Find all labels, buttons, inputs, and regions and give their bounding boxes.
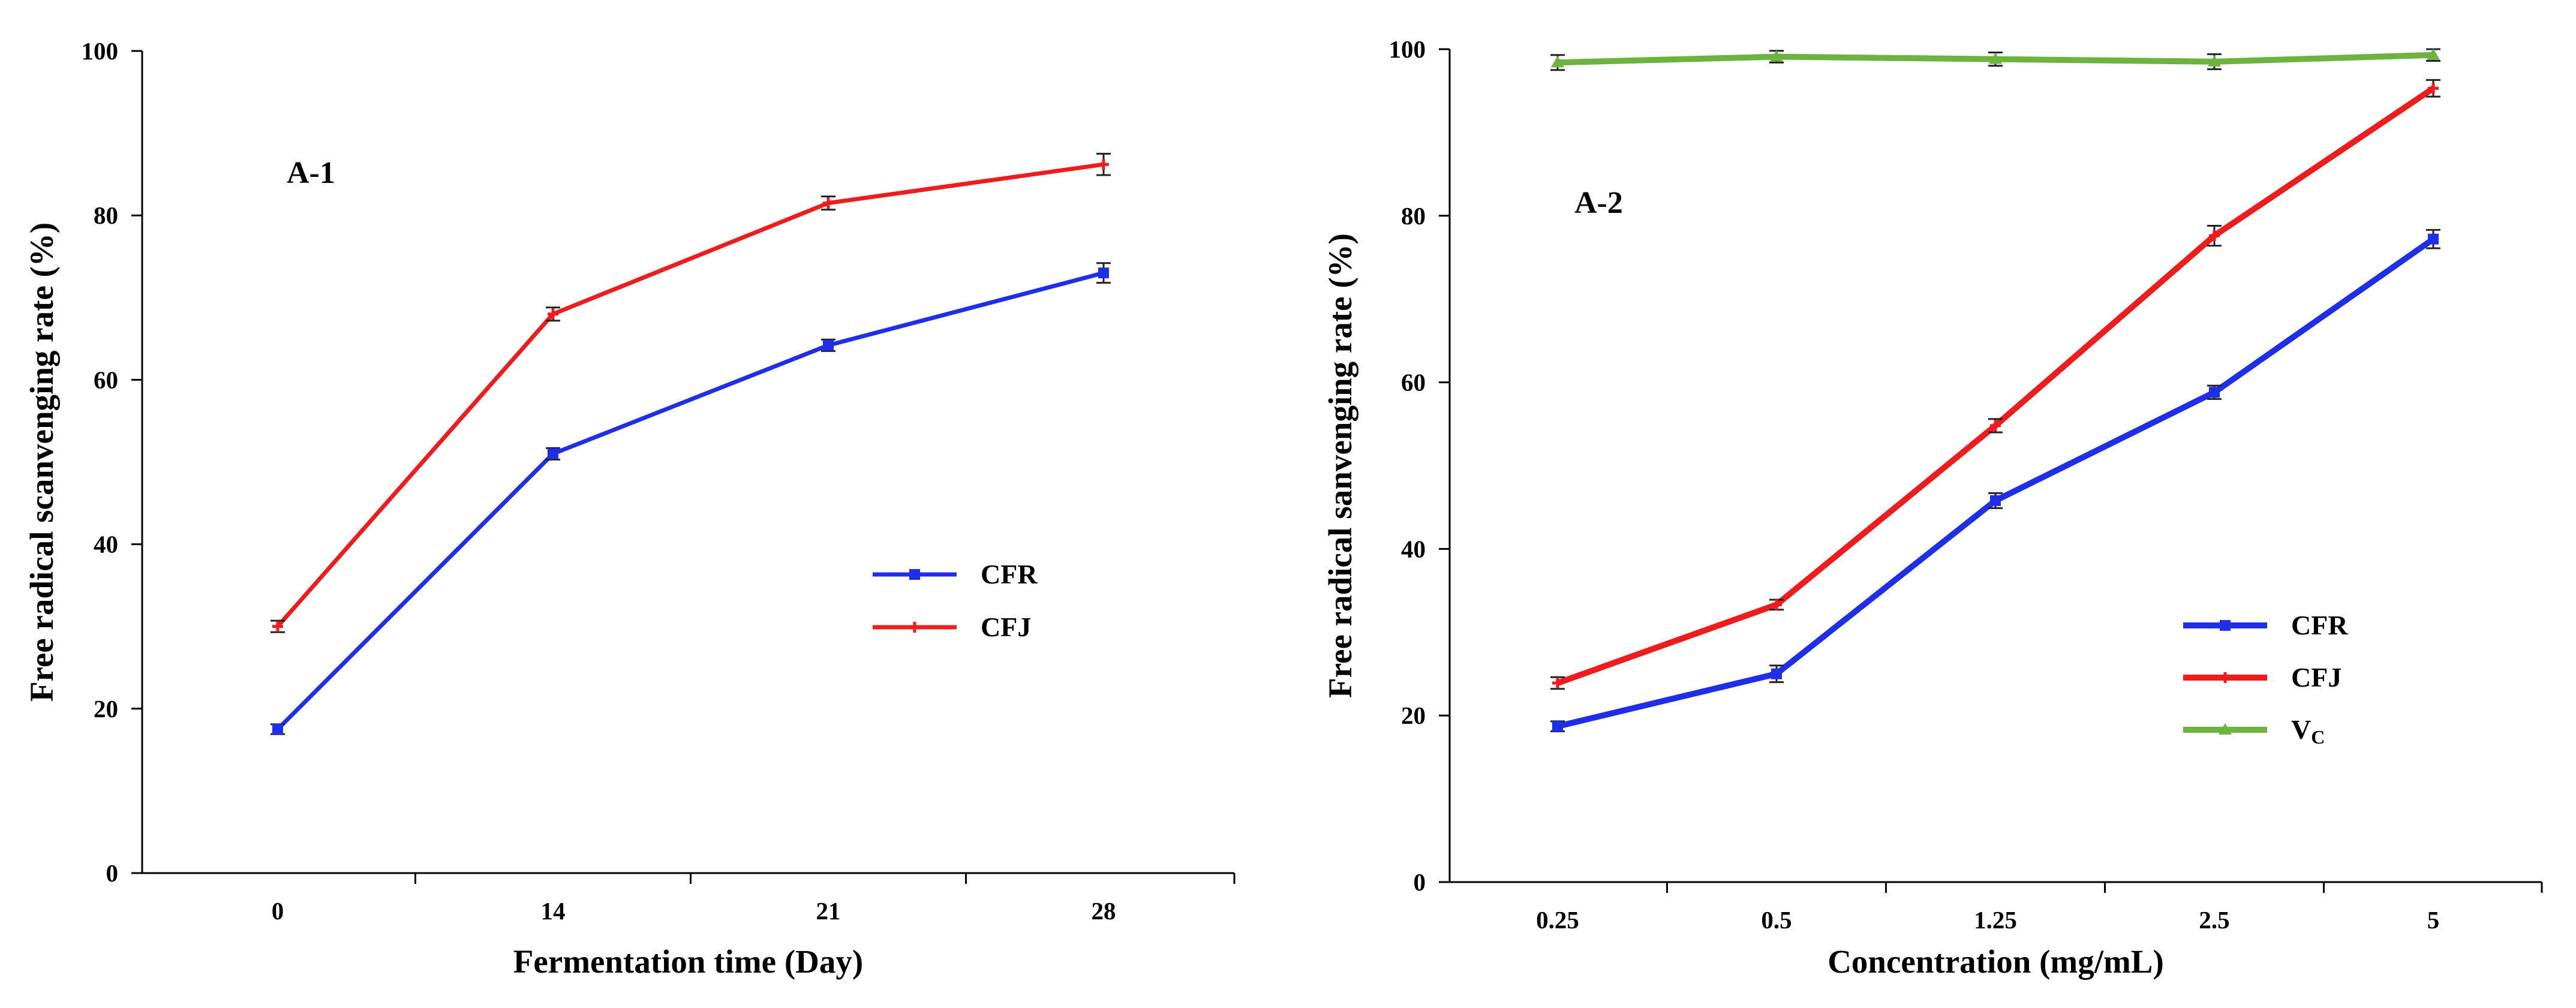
legend-label: CFJ: [2291, 662, 2341, 693]
y-tick-label: 100: [1389, 35, 1426, 63]
y-axis-title: Free radical scanvenging rate (%): [23, 222, 60, 702]
data-point: [1098, 159, 1109, 170]
y-tick-label: 0: [106, 859, 119, 887]
legend-item: CFJ: [873, 612, 1031, 642]
data-point: [2428, 233, 2439, 245]
legend-item: CFR: [2183, 610, 2348, 640]
legend-label-text: CFJ: [981, 612, 1031, 642]
legend-label-text: CFR: [981, 559, 1038, 589]
legend-marker: [2220, 620, 2231, 631]
panel-label: A-2: [1574, 186, 1623, 220]
legend-label: CFJ: [981, 612, 1031, 642]
data-point: [1551, 56, 1564, 68]
legend-label: VC: [2291, 714, 2325, 748]
data-point: [1098, 267, 1109, 279]
chart-panel-1: 0 20 40 60 80 100 0 14 21 28 Fermentation time (Da…: [23, 37, 1236, 980]
y-tick-label: 20: [94, 695, 118, 723]
y-tick-label: 100: [82, 37, 119, 65]
data-point: [1771, 668, 1782, 679]
data-point: [548, 448, 558, 459]
x-tick-label: 1.25: [1974, 906, 2017, 934]
legend-item: CFJ: [2183, 662, 2341, 693]
y-tick-label: 40: [94, 531, 118, 558]
data-point: [1770, 50, 1783, 62]
data-point: [2209, 230, 2220, 242]
legend-marker: [909, 622, 920, 633]
x-tick-label: 5: [2427, 906, 2440, 934]
x-tick-label: 14: [541, 897, 566, 925]
data-point: [1990, 495, 2001, 506]
x-tick-label: 0.25: [1536, 906, 1579, 934]
series-line: [276, 270, 1104, 731]
x-tick-label: 0.5: [1761, 906, 1792, 934]
y-tick-label: 20: [1401, 702, 1426, 729]
x-axis-title: Fermentation time (Day): [513, 943, 863, 980]
y-tick-label: 60: [94, 366, 118, 393]
data-point: [823, 339, 834, 351]
data-point: [823, 197, 834, 209]
data-point: [272, 621, 283, 632]
legend-marker: [909, 569, 920, 580]
data-point: [2428, 83, 2439, 94]
legend-label-text: CFR: [2291, 610, 2348, 640]
legend-label: CFR: [2291, 610, 2348, 640]
legend-item: CFR: [873, 559, 1038, 589]
y-axis-title: Free radical sanvenging rate (%): [1322, 233, 1358, 698]
series-cfr: [270, 262, 1111, 735]
x-tick-label: 21: [816, 897, 841, 925]
data-point: [1771, 599, 1782, 610]
data-point: [2427, 48, 2440, 60]
data-point: [1552, 678, 1563, 689]
legend-label: CFR: [981, 559, 1038, 589]
data-point: [2208, 55, 2221, 67]
data-point: [1552, 721, 1563, 732]
x-tick-label: 0: [272, 897, 284, 925]
data-point: [1990, 420, 2001, 431]
legend-label-text: CFJ: [2291, 662, 2341, 693]
legend-item: VC: [2183, 714, 2325, 748]
series-line: [1556, 86, 2435, 686]
legend-label-subscript: C: [2311, 726, 2325, 748]
y-tick-label: 0: [1414, 868, 1426, 896]
y-tick-label: 80: [1401, 202, 1426, 230]
x-axis-title: Concentration (mg/mL): [1827, 943, 2164, 980]
chart-panel-2: 0 20 40 60 80 100 0.25 0.5 1.25 2.5 5 Concentration…: [1322, 35, 2543, 980]
x-tick-label: 2.5: [2199, 906, 2229, 934]
series-vc: [1550, 48, 2440, 71]
series-cfj: [270, 152, 1111, 633]
data-point: [272, 724, 283, 735]
data-point: [548, 308, 558, 320]
y-tick-label: 40: [1401, 535, 1426, 562]
series-cfr: [1550, 228, 2440, 733]
y-tick-label: 60: [1401, 369, 1426, 396]
legend-marker: [2220, 672, 2231, 683]
series-line: [1556, 236, 2435, 730]
legend-marker: [2219, 723, 2232, 735]
y-tick-label: 80: [94, 201, 118, 229]
x-tick-label: 28: [1092, 897, 1116, 925]
series-cfj: [1550, 79, 2440, 690]
panel-label: A-1: [287, 156, 335, 190]
series-line: [276, 162, 1104, 628]
legend-label-text: V: [2291, 714, 2311, 745]
data-point: [2209, 387, 2220, 398]
data-point: [1989, 52, 2002, 64]
